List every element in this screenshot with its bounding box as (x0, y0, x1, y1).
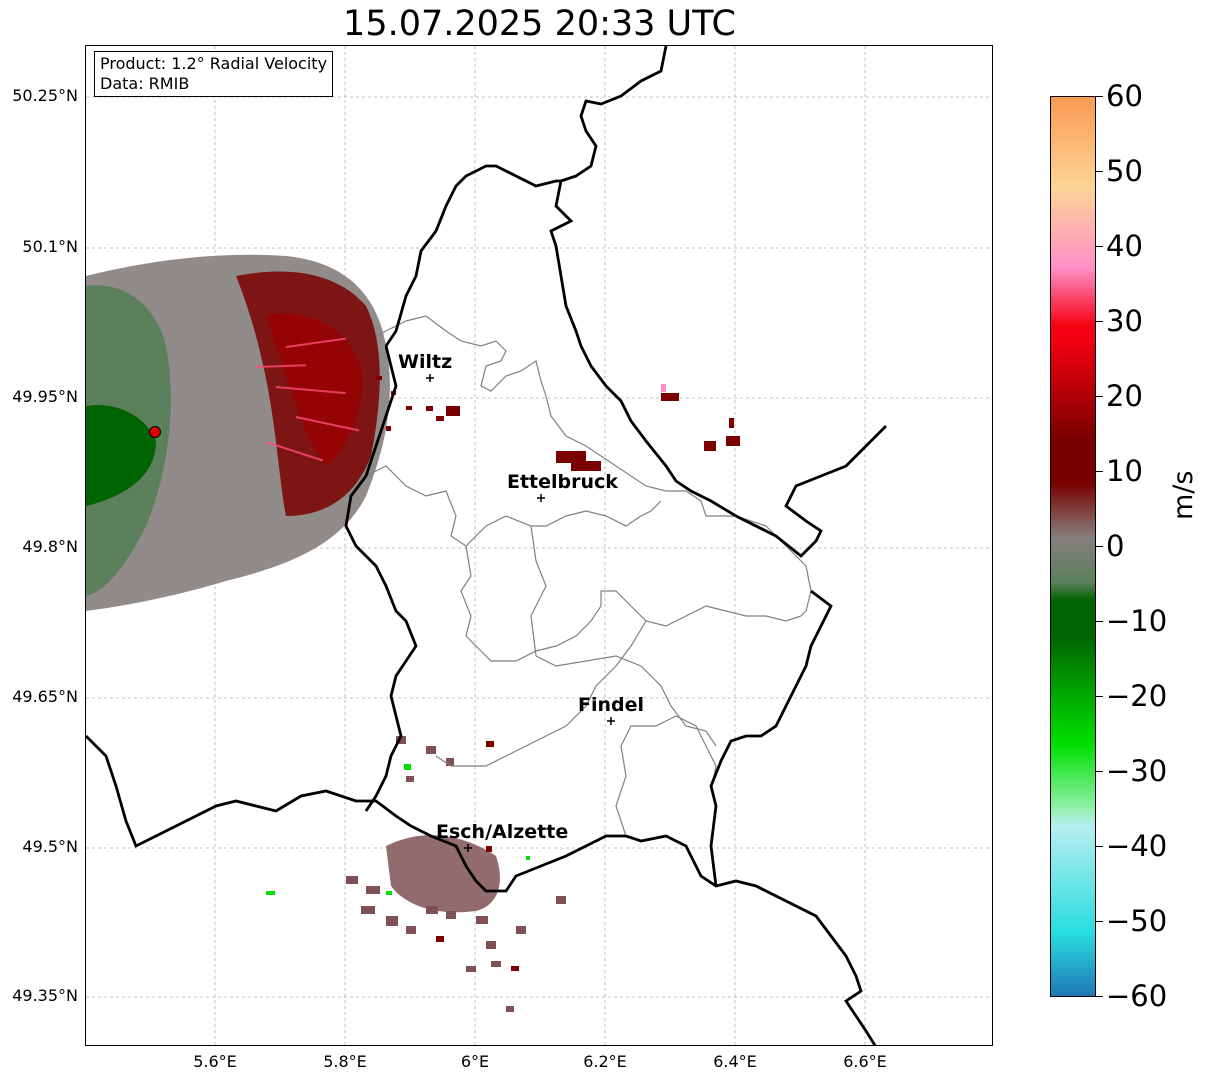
chart-title: 15.07.2025 20:33 UTC (343, 4, 736, 44)
colorbar-tick-label: 30 (1106, 304, 1143, 338)
city-markers (426, 374, 615, 852)
colorbar-tick-label: −60 (1106, 979, 1168, 1013)
colorbar-tick-label: 50 (1106, 154, 1143, 188)
lon-tick: 6.4°E (713, 1052, 757, 1071)
product-label: Product: 1.2° Radial Velocity (100, 54, 328, 73)
data-source-label: Data: RMIB (100, 74, 190, 93)
lat-tick: 49.65°N (12, 687, 78, 706)
lon-tick: 6.6°E (843, 1052, 887, 1071)
lat-tick: 50.25°N (12, 86, 78, 105)
city-label-findel: Findel (578, 694, 645, 716)
velocity-field (86, 254, 740, 612)
product-info-box: Product: 1.2° Radial Velocity Data: RMIB (94, 51, 334, 97)
lon-tick: 6°E (460, 1052, 490, 1071)
lat-tick: 49.95°N (12, 387, 78, 406)
lat-tick: 49.5°N (22, 837, 78, 856)
colorbar-tick-label: 10 (1106, 454, 1143, 488)
colorbar-tick-label: −50 (1106, 904, 1168, 938)
national-borders (86, 46, 887, 1045)
colorbar-tick-label: −20 (1106, 679, 1168, 713)
map-panel[interactable] (85, 45, 993, 1046)
colorbar (1050, 96, 1096, 997)
colorbar-tick-label: 60 (1106, 79, 1143, 113)
lat-tick: 49.8°N (22, 537, 78, 556)
colorbar-tick-label: −10 (1106, 604, 1168, 638)
radar-site-marker (149, 426, 161, 438)
city-label-ettelbruck: Ettelbruck (507, 471, 618, 493)
lat-tick: 50.1°N (22, 237, 78, 256)
canton-boundaries (365, 315, 812, 837)
colorbar-unit-label: m/s (1168, 470, 1199, 520)
colorbar-tick-label: −30 (1106, 754, 1168, 788)
lon-tick: 5.8°E (323, 1052, 367, 1071)
lon-tick: 5.6°E (193, 1052, 237, 1071)
lon-tick: 6.2°E (583, 1052, 627, 1071)
colorbar-tick-label: −40 (1106, 829, 1168, 863)
city-label-wiltz: Wiltz (398, 351, 453, 373)
southern-echoes (346, 736, 566, 1012)
map-canvas (86, 46, 992, 1045)
colorbar-tick-label: 20 (1106, 379, 1143, 413)
colorbar-tick-label: 0 (1106, 529, 1125, 563)
lat-tick: 49.35°N (12, 986, 78, 1005)
city-label-esch-alzette: Esch/Alzette (436, 821, 569, 843)
colorbar-tick-label: 40 (1106, 229, 1143, 263)
